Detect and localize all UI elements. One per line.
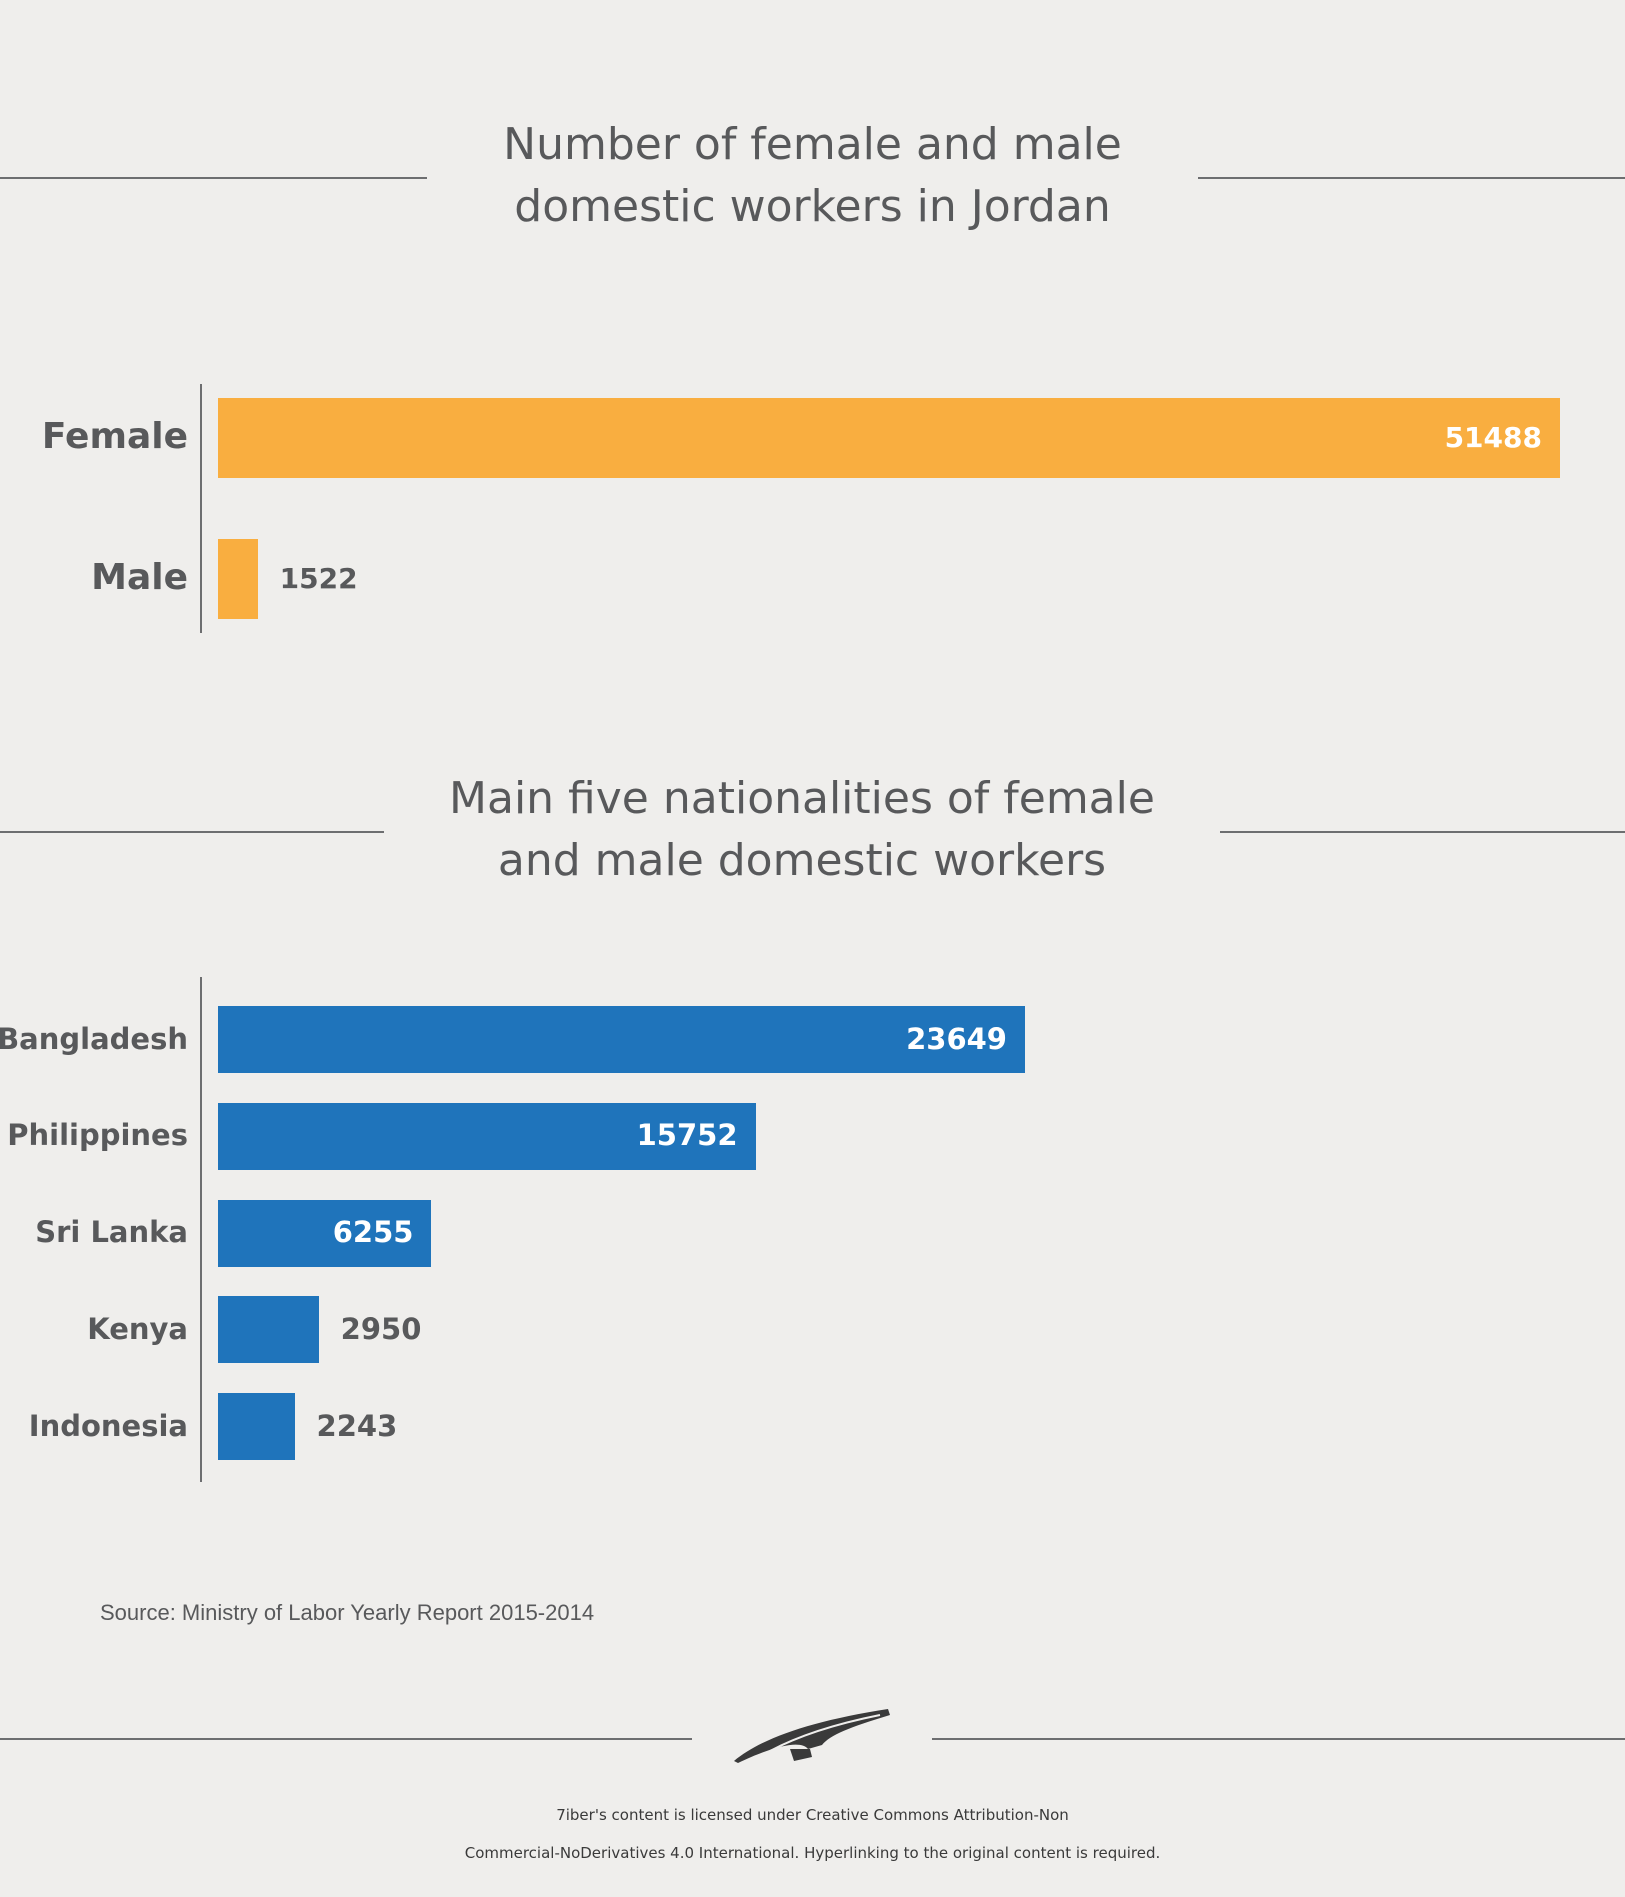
value-label: 1522: [279, 561, 358, 595]
value-label: 23649: [906, 1021, 1007, 1056]
bar: [218, 1006, 1025, 1073]
chart-title-line: domestic workers in Jordan: [514, 181, 1111, 232]
category-label: Male: [91, 556, 188, 598]
category-label: Female: [41, 415, 188, 457]
chart-title-line: and male domestic workers: [497, 835, 1107, 886]
bar: [218, 1199, 432, 1267]
bar: [218, 398, 1560, 478]
pen-nib-logo-icon: [734, 1709, 890, 1763]
category-label: Kenya: [87, 1311, 188, 1346]
bar: [218, 539, 258, 619]
chart-title: Main five nationalities of female and ma…: [384, 768, 1220, 892]
category-label: Indonesia: [28, 1408, 188, 1443]
license-line: 7iber's content is licensed under Creati…: [556, 1806, 1069, 1824]
category-label: Sri Lanka: [35, 1215, 188, 1250]
title-rule-left: [0, 177, 427, 179]
y-axis-line: [200, 384, 202, 633]
license-text: 7iber's content is licensed under Creati…: [0, 1796, 1625, 1872]
bar: [218, 1102, 756, 1170]
title-rule-left: [0, 831, 384, 833]
chart-title-line: Main five nationalities of female: [449, 773, 1155, 824]
source-note: Source: Ministry of Labor Yearly Report …: [100, 1600, 595, 1625]
value-label: 2950: [340, 1311, 422, 1346]
value-label: 51488: [1444, 420, 1542, 454]
category-label: Bangladesh: [0, 1021, 188, 1056]
value-label: 15752: [636, 1118, 738, 1153]
category-label: Philippines: [7, 1118, 188, 1153]
license-line: Commercial-NoDerivatives 4.0 Internation…: [464, 1844, 1161, 1862]
value-label: 2243: [316, 1408, 398, 1443]
title-rule-right: [1198, 177, 1625, 179]
bar: [218, 1296, 319, 1364]
title-rule-right: [1220, 831, 1625, 833]
chart-title: Number of female and male domestic worke…: [427, 114, 1198, 238]
chart-title-line: Number of female and male: [503, 119, 1122, 170]
y-axis-line: [200, 977, 202, 1482]
footer-rule-right: [932, 1738, 1625, 1740]
value-label: 6255: [332, 1215, 414, 1250]
bar: [218, 1393, 295, 1460]
footer-rule-left: [0, 1738, 692, 1740]
